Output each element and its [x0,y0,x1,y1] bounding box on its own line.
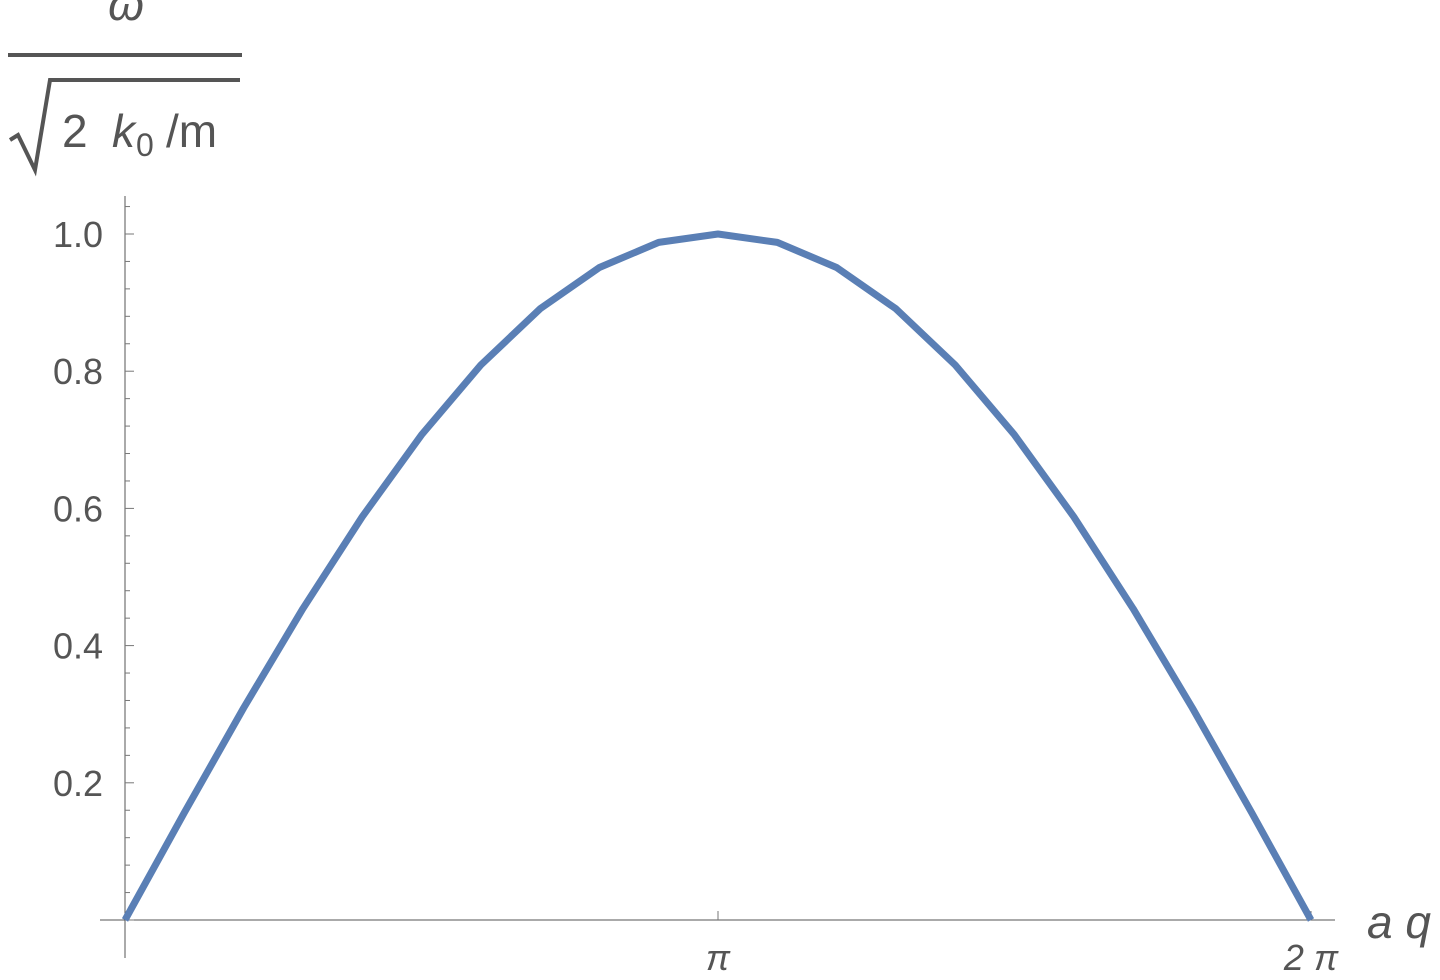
y-axis-label-radicand-subscript: 0 [136,127,154,163]
series-line-0 [121,230,1315,922]
y-axis-label-radical-sign [8,78,240,177]
x-tick-label: π [706,937,731,978]
series-layer [121,230,1315,922]
y-axis-label-radicand-divisor: /m [166,105,217,157]
y-tick-label: 1.0 [53,214,103,255]
x-axis-ticks: π 2 π [706,911,1339,978]
y-axis-label: ω 2 k 0 /m [8,0,242,177]
y-tick-label: 0.4 [53,626,103,667]
y-axis-ticks: 0.2 0.4 0.6 0.8 1.0 [53,206,134,921]
y-tick-label: 0.6 [53,488,103,529]
y-tick-label: 0.8 [53,351,103,392]
y-axis-label-numerator: ω [108,0,144,30]
y-tick-label: 0.2 [53,763,103,804]
x-axis-label: a q [1367,896,1431,948]
y-axis-label-radicand-coefficient: 2 [62,105,88,157]
y-axis-label-radicand-symbol: k [112,105,137,157]
x-tick-label: 2 π [1283,937,1339,978]
